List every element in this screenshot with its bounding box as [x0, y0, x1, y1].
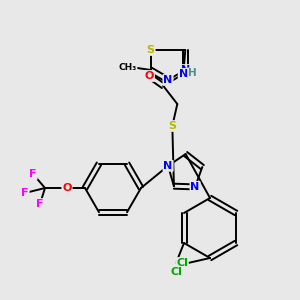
Text: S: S	[147, 45, 155, 55]
Text: N: N	[164, 75, 172, 85]
Text: F: F	[29, 169, 37, 179]
Text: CH₃: CH₃	[119, 62, 137, 71]
Text: N: N	[181, 65, 190, 75]
Text: F: F	[21, 188, 29, 198]
Text: N: N	[164, 161, 173, 171]
Text: N: N	[179, 69, 188, 79]
Text: F: F	[36, 199, 44, 209]
Text: O: O	[145, 71, 154, 81]
Text: N: N	[190, 182, 200, 192]
Text: Cl: Cl	[170, 267, 182, 277]
Text: O: O	[62, 183, 72, 193]
Text: S: S	[168, 121, 176, 131]
Text: Cl: Cl	[176, 258, 188, 268]
Text: H: H	[188, 68, 197, 78]
